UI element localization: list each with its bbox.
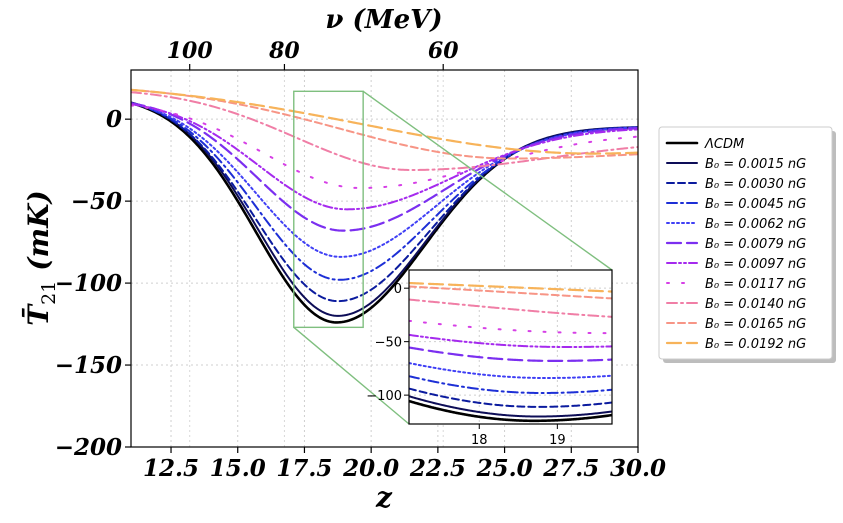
inset-series-line-6: [409, 333, 612, 348]
inset-series-group: [409, 281, 612, 423]
inset-x-tick-label-0: 18: [471, 433, 488, 448]
legend-label-3: B₀ = 0.0045 nG: [705, 197, 806, 212]
x-tick-label-1: 15.0: [210, 455, 266, 482]
zoom-connector-top: [362, 90, 613, 271]
y-axis-title-main: T̄: [21, 303, 55, 326]
series-line-9: [131, 88, 638, 160]
zoom-indicator: [293, 90, 613, 425]
top-tick-label-1: 80: [268, 38, 300, 64]
y-tick-label-2: −100: [55, 270, 122, 297]
inset-x-tick-label-1: 19: [549, 433, 566, 448]
x-tick-label-7: 30.0: [610, 455, 666, 482]
top-tick-label-0: 100: [167, 38, 214, 64]
legend-box: [658, 126, 833, 360]
x-tick-label-5: 25.0: [476, 455, 533, 482]
x-axis-title: z: [375, 481, 393, 514]
legend-label-9: B₀ = 0.0165 nG: [705, 317, 806, 332]
inset-ticks: 18 19 0 −50 −100: [366, 282, 565, 448]
inset-series-line-1: [409, 395, 612, 418]
main-series-group: [131, 88, 638, 324]
inset-series-line-8: [409, 298, 612, 318]
main-ticks: 12.5 15.0 17.5 20.0 22.5 25.0 27.5 30.0 0 −50 −100…: [55, 38, 666, 482]
inset-y-tick-label-0: 0: [394, 282, 402, 297]
series-line-10: [131, 88, 638, 155]
legend-label-5: B₀ = 0.0079 nG: [705, 237, 806, 252]
legend-label-8: B₀ = 0.0140 nG: [705, 297, 806, 312]
x-tick-label-6: 27.5: [542, 455, 599, 482]
inset-series-line-3: [409, 375, 612, 394]
y-axis-title-sub: 21: [38, 281, 60, 305]
legend-label-4: B₀ = 0.0062 nG: [705, 217, 806, 232]
zoom-rectangle: [293, 90, 364, 329]
y-axis-title: T̄21 (mK): [21, 190, 60, 326]
y-axis-title-unit: (mK): [22, 190, 55, 270]
legend-label-0: ΛCDM: [704, 137, 744, 152]
series-line-7: [131, 104, 638, 190]
legend-label-2: B₀ = 0.0030 nG: [705, 177, 806, 192]
inset-series-line-2: [409, 387, 612, 408]
inset-series-line-0: [409, 399, 612, 423]
x-tick-label-4: 22.5: [409, 455, 466, 482]
series-line-6: [131, 103, 638, 211]
y-tick-label-1: −50: [71, 188, 122, 215]
legend-label-10: B₀ = 0.0192 nG: [705, 337, 806, 352]
axes-frame: [130, 69, 639, 448]
inset-frame: [408, 269, 613, 425]
y-tick-label-0: 0: [106, 106, 122, 133]
series-line-4: [131, 102, 638, 258]
legend-label-1: B₀ = 0.0015 nG: [705, 157, 806, 172]
legend: ΛCDM B₀ = 0.0015 nG B₀ = 0.0030 nG B₀ = 0.0…: [658, 126, 836, 363]
x-tick-label-0: 12.5: [143, 455, 199, 482]
y-tick-label-4: −200: [55, 434, 122, 461]
x-tick-label-2: 17.5: [276, 455, 332, 482]
inset-series-line-4: [409, 362, 612, 380]
legend-label-6: B₀ = 0.0097 nG: [705, 257, 806, 272]
y-tick-label-3: −150: [55, 352, 122, 379]
inset-series-line-9: [409, 285, 612, 300]
svg-text:T̄21(mK): T̄21 (mK): [21, 190, 60, 326]
top-tick-label-2: 60: [428, 38, 459, 64]
series-line-5: [131, 102, 638, 232]
x-tick-label-3: 20.0: [342, 455, 399, 482]
top-axis-title: ν (MeV): [325, 5, 442, 35]
legend-label-7: B₀ = 0.0117 nG: [705, 277, 806, 292]
inset-y-tick-label-1: −50: [375, 336, 402, 351]
inset-series-line-10: [409, 281, 612, 293]
inset-y-tick-label-2: −100: [366, 389, 402, 404]
zoom-connector-bottom: [293, 326, 410, 425]
inset-series-line-5: [409, 346, 612, 362]
